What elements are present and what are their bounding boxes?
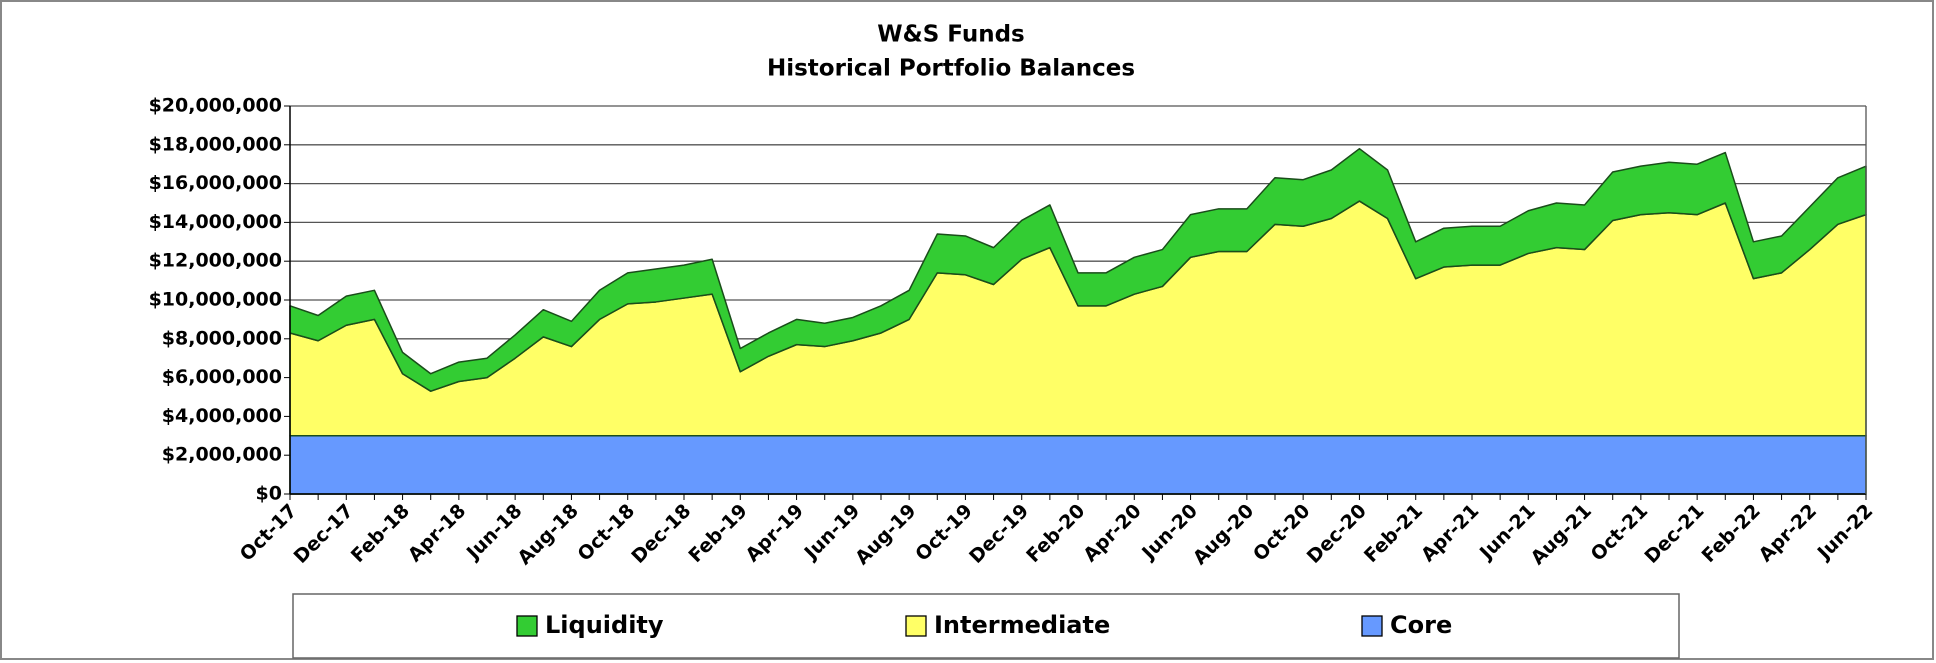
chart-subtitle: Historical Portfolio Balances (767, 56, 1135, 82)
y-tick-label: $8,000,000 (162, 327, 282, 349)
legend-swatch (516, 615, 538, 637)
y-tick-label: $2,000,000 (162, 444, 282, 466)
legend-swatch (1361, 615, 1383, 637)
legend-label: Intermediate (934, 611, 1110, 639)
legend-label: Core (1390, 611, 1452, 639)
legend-swatch (905, 615, 927, 637)
y-tick-label: $18,000,000 (149, 133, 282, 155)
legend: Liquidity Intermediate Core (292, 593, 1680, 659)
y-tick-label: $0 (256, 483, 282, 505)
y-tick-label: $12,000,000 (149, 250, 282, 272)
area-2 (289, 435, 1867, 495)
y-tick-label: $14,000,000 (149, 211, 282, 233)
plot-areas (289, 147, 1867, 495)
y-tick-label: $16,000,000 (149, 172, 282, 194)
chart-title: W&S Funds (877, 22, 1024, 48)
y-tick-label: $6,000,000 (162, 366, 282, 388)
y-tick-label: $20,000,000 (149, 95, 282, 117)
legend-label: Liquidity (545, 611, 664, 639)
y-tick-label: $10,000,000 (149, 289, 282, 311)
y-tick-label: $4,000,000 (162, 405, 282, 427)
